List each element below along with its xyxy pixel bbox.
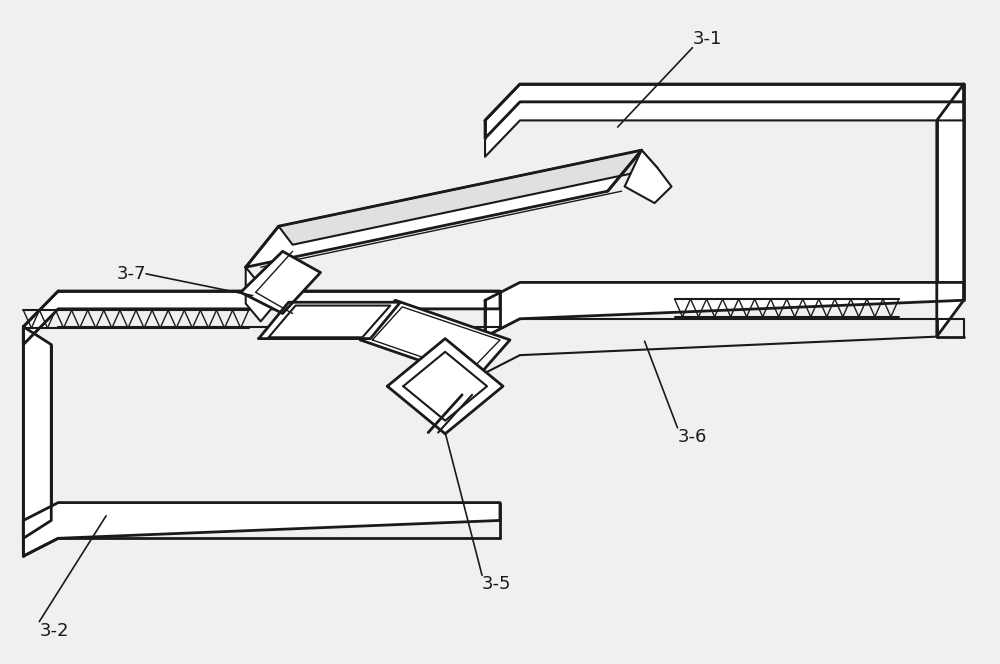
Polygon shape [279,150,658,245]
Polygon shape [23,327,51,539]
Polygon shape [387,339,503,434]
Polygon shape [246,267,276,321]
Text: 3-2: 3-2 [39,622,69,639]
Polygon shape [937,84,964,337]
Polygon shape [360,300,510,380]
Polygon shape [259,302,400,339]
Text: 3-7: 3-7 [116,265,146,283]
Text: 3-5: 3-5 [482,575,512,594]
Polygon shape [485,84,964,138]
Text: 3-6: 3-6 [678,428,707,446]
Polygon shape [269,305,390,337]
Polygon shape [246,150,642,267]
Polygon shape [241,252,320,313]
Polygon shape [485,102,964,157]
Polygon shape [23,503,500,556]
Polygon shape [485,282,964,337]
Polygon shape [372,307,500,373]
Polygon shape [23,291,500,345]
Text: 3-1: 3-1 [692,30,722,48]
Polygon shape [625,150,672,203]
Polygon shape [403,352,487,420]
